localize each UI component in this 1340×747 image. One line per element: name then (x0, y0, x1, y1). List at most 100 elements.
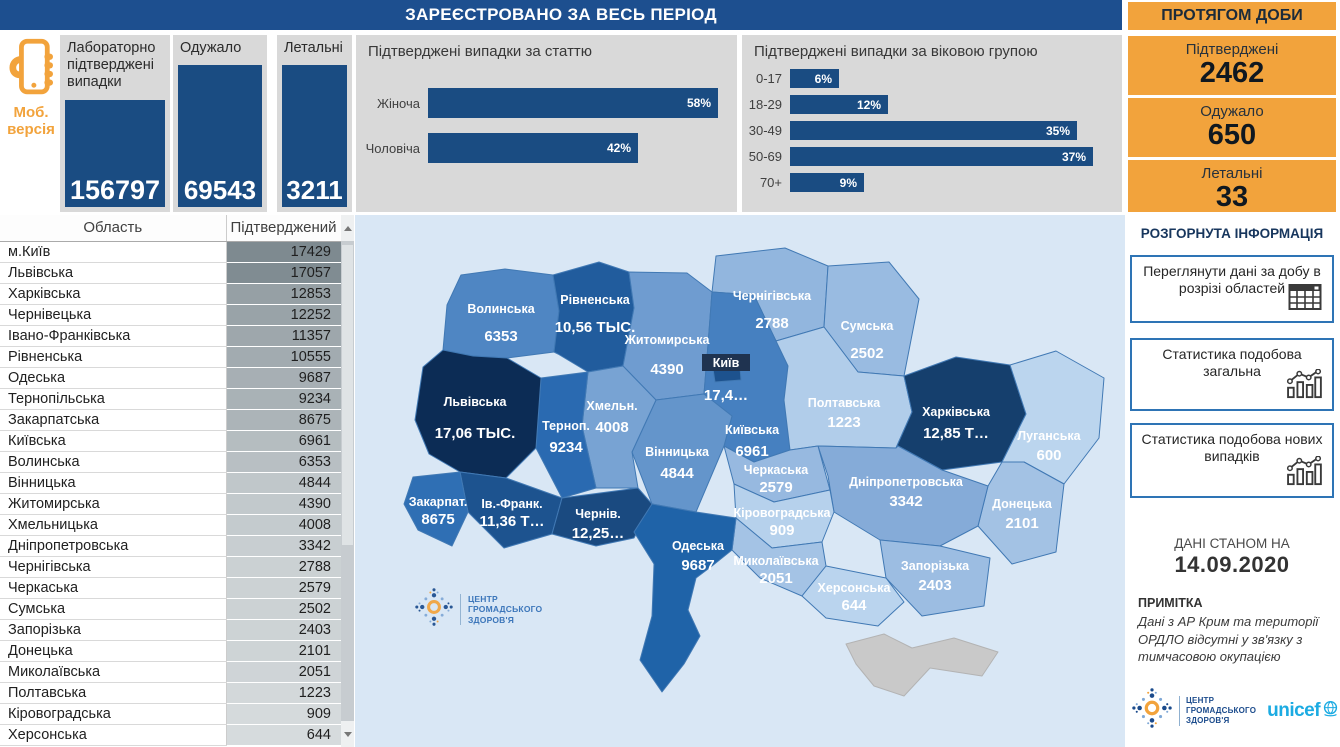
table-scrollbar[interactable] (341, 215, 354, 747)
map-region-crimea[interactable] (845, 633, 999, 697)
map-region-kherson[interactable] (801, 565, 905, 627)
region-value-cell: 909 (226, 703, 341, 725)
region-name-cell: м.Київ (0, 241, 227, 263)
table-row[interactable]: Черкаська 2579 (0, 577, 341, 599)
table-row[interactable]: Херсонська 644 (0, 724, 341, 746)
table-row[interactable]: Харківська 12853 (0, 283, 341, 305)
daily-stats-general-button[interactable]: Статистика подобова загальна (1130, 338, 1334, 411)
table-row[interactable]: Івано-Франківська 11357 (0, 325, 341, 347)
table-row[interactable]: Кіровоградська 909 (0, 703, 341, 725)
bar[interactable]: 58% (428, 88, 718, 118)
bar-label: 18-29 (748, 97, 782, 112)
map-region-kharkiv[interactable] (895, 356, 1027, 471)
mobile-version-link[interactable]: Моб. версія (4, 38, 58, 139)
table-row[interactable]: Чернігівська 2788 (0, 556, 341, 578)
region-value-cell: 4844 (226, 472, 341, 494)
chart-icon (1286, 455, 1322, 491)
region-name-cell: Херсонська (0, 724, 227, 746)
scroll-down-button[interactable] (341, 721, 354, 747)
table-row[interactable]: Запорізька 2403 (0, 619, 341, 641)
map-region-zakarpattia[interactable] (403, 471, 469, 547)
daily-stats-new-cases-button[interactable]: Статистика подобова нових випадків (1130, 423, 1334, 498)
region-name-cell: Закарпатська (0, 409, 227, 431)
map-region-value: 12,25… (572, 525, 625, 542)
table-row[interactable]: м.Київ 17429 (0, 241, 341, 263)
map-region-vinnytsia[interactable] (631, 393, 733, 513)
region-name-cell: Полтавська (0, 682, 227, 704)
bar-value: 35% (1045, 123, 1070, 138)
map-region-value: 2403 (918, 577, 951, 594)
region-value-cell: 17429 (226, 241, 341, 263)
total-confirmed-bar: 156797 (65, 100, 165, 207)
scrollbar-thumb[interactable] (342, 245, 353, 545)
table-row[interactable]: Донецька 2101 (0, 640, 341, 662)
column-header-region[interactable]: Область (0, 215, 227, 242)
bar[interactable]: 12% (790, 95, 888, 114)
table-row[interactable]: Волинська 6353 (0, 451, 341, 473)
table-row[interactable]: Хмельницька 4008 (0, 514, 341, 536)
table-row[interactable]: Рівненська 10555 (0, 346, 341, 368)
table-row[interactable]: Дніпропетровська 3342 (0, 535, 341, 557)
daily-section-title: ПРОТЯГОМ ДОБИ (1128, 2, 1336, 30)
map-region-value: 4844 (660, 465, 694, 482)
region-value-cell: 4390 (226, 493, 341, 515)
map-region-value: 17,4… (704, 387, 748, 404)
table-row[interactable]: Одеська 9687 (0, 367, 341, 389)
map-region-donetsk[interactable] (977, 461, 1065, 565)
table-row[interactable]: Сумська 2502 (0, 598, 341, 620)
map-region-name: Донецька (992, 497, 1053, 511)
daily-deaths-card: Летальні 33 (1128, 160, 1336, 212)
map-region-value: 2502 (850, 345, 883, 362)
table-row[interactable]: Полтавська 1223 (0, 682, 341, 704)
scroll-up-button[interactable] (341, 215, 354, 241)
data-as-of-caption: ДАНІ СТАНОМ НА (1174, 536, 1290, 551)
map-region-name: Чернігівська (733, 289, 812, 303)
daily-confirmed-value: 2462 (1199, 57, 1265, 89)
table-row[interactable]: Львівська 17057 (0, 262, 341, 284)
column-header-confirmed[interactable]: Підтверджений (226, 215, 342, 242)
map-region-value: 17,06 ТЫС. (435, 425, 516, 442)
table-row[interactable]: Житомирська 4390 (0, 493, 341, 515)
table-row[interactable]: Вінницька 4844 (0, 472, 341, 494)
table-row[interactable]: Київська 6961 (0, 430, 341, 452)
table-row[interactable]: Чернівецька 12252 (0, 304, 341, 326)
bar-row: 30-49 35% (742, 121, 1122, 140)
map-region-value: 600 (1036, 447, 1061, 464)
age-chart-bars: 0-17 6% 18-29 12% 30-49 35% 50-69 37% 70+ 9% (742, 69, 1122, 192)
table-row[interactable]: Миколаївська 2051 (0, 661, 341, 683)
region-table-body: м.Київ 17429 Львівська 17057 Харківська 12853… (0, 241, 341, 746)
map-region-value: 6353 (484, 328, 517, 345)
table-row[interactable]: Закарпатська 8675 (0, 409, 341, 431)
bar-value: 42% (606, 141, 631, 155)
map-region-name: Рівненська (560, 293, 630, 307)
mobile-version-label[interactable]: Моб. версія (7, 104, 55, 138)
map-region-value: 4008 (595, 419, 628, 436)
map-region-odesa[interactable] (633, 503, 737, 693)
map-region-value: 9234 (549, 439, 583, 456)
region-value-cell: 2051 (226, 661, 341, 683)
region-value-cell: 10555 (226, 346, 341, 368)
gender-chart-card: Підтверджені випадки за статтю Жіноча 58%… (356, 35, 737, 212)
map-region-value: 909 (769, 522, 794, 539)
bar[interactable]: 6% (790, 69, 839, 88)
map-region-chernivtsi[interactable] (551, 487, 653, 547)
map-region-lviv[interactable] (414, 349, 542, 479)
map-region-name: Кіровоградська (734, 506, 832, 520)
map-region-name: Київ (713, 356, 740, 370)
table-row[interactable]: Тернопільська 9234 (0, 388, 341, 410)
map-region-value: 2101 (1005, 515, 1038, 532)
daily-confirmed-card: Підтверджені 2462 (1128, 36, 1336, 95)
bar[interactable]: 9% (790, 173, 864, 192)
phc-logo-icon (413, 586, 455, 631)
bar-row: Чоловіча 42% (356, 133, 737, 163)
bar-value: 12% (856, 97, 881, 112)
region-name-cell: Рівненська (0, 346, 227, 368)
daily-by-region-button[interactable]: Переглянути дані за добу в розрізі облас… (1130, 255, 1334, 323)
bar[interactable]: 37% (790, 147, 1093, 166)
bar[interactable]: 42% (428, 133, 638, 163)
region-name-cell: Сумська (0, 598, 227, 620)
bar[interactable]: 35% (790, 121, 1077, 140)
region-name-cell: Одеська (0, 367, 227, 389)
map-region-rivne[interactable] (552, 261, 635, 373)
region-name-cell: Тернопільська (0, 388, 227, 410)
